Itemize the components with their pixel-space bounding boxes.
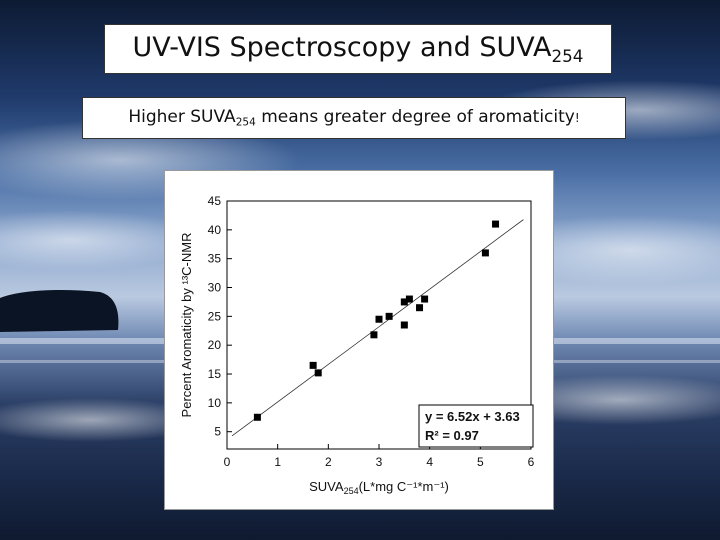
legend-box xyxy=(418,404,534,448)
subtitle-mark: ! xyxy=(574,111,580,126)
title-main: UV-VIS Spectroscopy and SUVA xyxy=(132,32,552,64)
equation-label: y = 6.52x + 3.63 xyxy=(425,409,520,424)
data-point xyxy=(481,249,489,257)
x-axis-label-units: (L*mg C⁻¹*m⁻¹) xyxy=(359,479,449,494)
data-point xyxy=(421,295,429,303)
x-tick-label: 0 xyxy=(224,455,231,469)
data-point xyxy=(400,298,408,306)
x-axis-label-main: SUVA xyxy=(309,479,344,494)
x-tick-label: 4 xyxy=(426,455,433,469)
x-tick-label: 6 xyxy=(528,455,535,469)
plot-frame xyxy=(226,200,532,450)
y-tick-label: 25 xyxy=(208,309,222,323)
subtitle-pre: Higher SUVA xyxy=(128,107,236,128)
trend-line xyxy=(231,219,524,437)
data-point xyxy=(370,331,378,339)
x-axis-ticks: 0 1 2 3 4 5 6 xyxy=(224,444,535,469)
data-points xyxy=(253,220,500,421)
x-tick-label: 2 xyxy=(325,455,332,469)
y-tick-label: 20 xyxy=(208,338,222,352)
y-tick-label: 5 xyxy=(214,425,221,439)
slide-subtitle: Higher SUVA254 means greater degree of a… xyxy=(82,97,626,139)
y-axis-ticks: 5 10 15 20 25 30 35 40 45 xyxy=(208,194,232,439)
y-tick-label: 10 xyxy=(208,396,222,410)
x-axis-label-sub: 254 xyxy=(344,486,359,496)
subtitle-post: means greater degree of aromaticity xyxy=(255,107,575,128)
y-axis-label: Percent Aromaticity by ¹³C-NMR xyxy=(179,233,194,418)
slide-title-text: UV-VIS Spectroscopy and SUVA254 xyxy=(133,32,584,66)
y-tick-label: 45 xyxy=(208,194,222,208)
y-tick-label: 30 xyxy=(208,281,222,295)
data-point xyxy=(400,321,408,329)
regression-legend: y = 6.52x + 3.63 R² = 0.97 xyxy=(418,404,534,448)
title-subscript: 254 xyxy=(551,45,584,66)
data-point xyxy=(405,295,413,303)
x-tick-label: 3 xyxy=(376,455,383,469)
data-point xyxy=(314,369,322,377)
island xyxy=(0,290,119,332)
x-tick-label: 5 xyxy=(477,455,484,469)
x-axis-label: SUVA254(L*mg C⁻¹*m⁻¹) xyxy=(309,479,449,496)
y-tick-label: 40 xyxy=(208,223,222,237)
slide-title: UV-VIS Spectroscopy and SUVA254 xyxy=(104,24,612,74)
subtitle-subscript: 254 xyxy=(235,116,256,129)
data-point xyxy=(309,361,317,369)
y-tick-label: 15 xyxy=(208,367,222,381)
r-squared-label: R² = 0.97 xyxy=(425,428,479,443)
x-tick-label: 1 xyxy=(274,455,281,469)
data-point xyxy=(375,315,383,323)
data-point xyxy=(492,220,500,228)
slide-subtitle-text: Higher SUVA254 means greater degree of a… xyxy=(128,107,579,129)
data-point xyxy=(416,304,424,312)
data-point xyxy=(385,312,393,320)
data-point xyxy=(253,413,261,421)
y-tick-label: 35 xyxy=(208,252,222,266)
